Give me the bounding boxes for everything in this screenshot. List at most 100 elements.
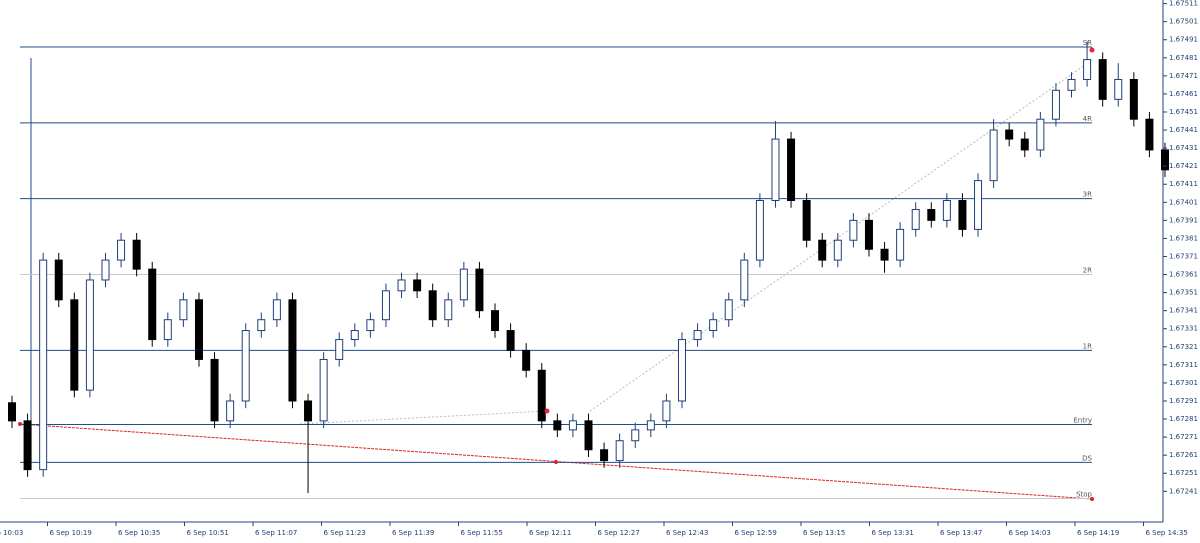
candle-body <box>927 209 936 221</box>
candle-body <box>319 358 328 422</box>
x-tick-label: 6 Sep 13:15 <box>803 529 845 537</box>
candle-body <box>8 402 16 422</box>
candle-body <box>23 420 32 471</box>
y-tick-label: 1.67511 <box>1169 0 1198 8</box>
level-label: Stop <box>1076 491 1092 499</box>
candle-body <box>397 279 406 292</box>
candle-body <box>1051 89 1060 120</box>
candle-body <box>631 429 640 442</box>
candle-body <box>39 259 48 471</box>
candle-body <box>849 219 858 241</box>
x-tick-label: 6 Sep 10:35 <box>118 529 160 537</box>
anchor-point <box>1090 497 1094 501</box>
y-tick-label: 1.67481 <box>1169 54 1198 62</box>
candle-body <box>350 330 359 341</box>
candle-body <box>662 400 671 422</box>
anchor-point <box>554 460 558 464</box>
candle-body <box>54 259 63 301</box>
candle-body <box>194 299 203 360</box>
candle-body <box>101 259 110 281</box>
candle-body <box>475 268 484 312</box>
candle-body <box>709 319 718 332</box>
y-tick-label: 1.67261 <box>1169 451 1198 459</box>
candle-body <box>304 400 313 422</box>
candle-body <box>210 358 219 422</box>
y-tick-label: 1.67431 <box>1169 144 1198 152</box>
candle-body <box>755 199 764 261</box>
candle-body <box>740 259 749 301</box>
y-tick-label: 1.67411 <box>1169 180 1198 188</box>
x-tick-label: 6 Sep 12:11 <box>529 529 571 537</box>
x-tick-label: 6 Sep 14:35 <box>1146 529 1188 537</box>
x-tick-label: 6 Sep 13:31 <box>872 529 914 537</box>
candle-body <box>771 138 780 201</box>
x-tick-label: 6 Sep 11:07 <box>255 529 297 537</box>
candle-body <box>1145 118 1154 151</box>
y-tick-label: 1.67351 <box>1169 289 1198 297</box>
candle-body <box>833 239 842 261</box>
candle-body <box>1036 118 1045 151</box>
candle-body <box>257 319 266 332</box>
candle-body <box>1020 138 1029 151</box>
candle-body <box>802 199 811 241</box>
candle-body <box>989 129 998 182</box>
y-tick-label: 1.67491 <box>1169 36 1198 44</box>
level-label: 3R <box>1083 191 1092 199</box>
level-label: Entry <box>1073 416 1092 424</box>
candle-body <box>1098 59 1107 100</box>
candle-body <box>459 268 468 301</box>
candle-body <box>491 310 500 332</box>
candle-body <box>381 290 390 321</box>
candle-body <box>1005 129 1014 140</box>
y-tick-label: 1.67501 <box>1169 18 1198 26</box>
candle-body <box>444 299 453 321</box>
anchor-point <box>544 408 550 414</box>
candle-body <box>70 299 79 391</box>
x-tick-label: 6 Sep 11:55 <box>461 529 503 537</box>
candle-body <box>880 248 889 261</box>
anchor-point <box>1089 47 1095 53</box>
level-label: 1R <box>1083 342 1092 350</box>
level-label: 2R <box>1083 267 1092 275</box>
candle-body <box>132 239 141 270</box>
candle-body <box>724 299 733 321</box>
y-tick-label: 1.67331 <box>1169 325 1198 333</box>
y-tick-label: 1.67241 <box>1169 487 1198 495</box>
candle-body <box>413 279 422 292</box>
x-tick-label: 6 Sep 12:59 <box>735 529 777 537</box>
y-tick-label: 1.67471 <box>1169 72 1198 80</box>
candle-body <box>537 369 546 422</box>
candle-body <box>911 209 920 230</box>
candle-body <box>428 290 437 321</box>
candle-body <box>1129 78 1138 120</box>
y-tick-label: 1.67461 <box>1169 90 1198 98</box>
y-tick-label: 1.67401 <box>1169 198 1198 206</box>
y-tick-label: 1.67291 <box>1169 397 1198 405</box>
candle-body <box>646 420 655 431</box>
y-tick-label: 1.67421 <box>1169 162 1198 170</box>
candle-body <box>958 199 967 230</box>
x-tick-label: 6 Sep 12:43 <box>666 529 708 537</box>
candle-body <box>506 330 515 351</box>
levels: SR4R3R2R1REntryDSStop <box>20 39 1093 500</box>
level-label: 4R <box>1083 115 1092 123</box>
candle-body <box>1161 149 1169 171</box>
x-tick-label: 6 Sep 10:03 <box>0 529 23 537</box>
y-tick-label: 1.67341 <box>1169 307 1198 315</box>
candle-body <box>522 349 531 371</box>
x-tick-label: 6 Sep 14:19 <box>1077 529 1119 537</box>
dotted-trendline <box>299 410 548 425</box>
candle-body <box>818 239 827 261</box>
y-tick-label: 1.67311 <box>1169 361 1198 369</box>
y-tick-label: 1.67391 <box>1169 216 1198 224</box>
level-label: DS <box>1082 454 1092 462</box>
x-tick-label: 6 Sep 11:39 <box>392 529 434 537</box>
candle-body <box>148 268 157 341</box>
x-tick-label: 6 Sep 12:27 <box>598 529 640 537</box>
candle-body <box>335 339 344 360</box>
candle-body <box>615 440 624 462</box>
candle-body <box>241 330 250 402</box>
